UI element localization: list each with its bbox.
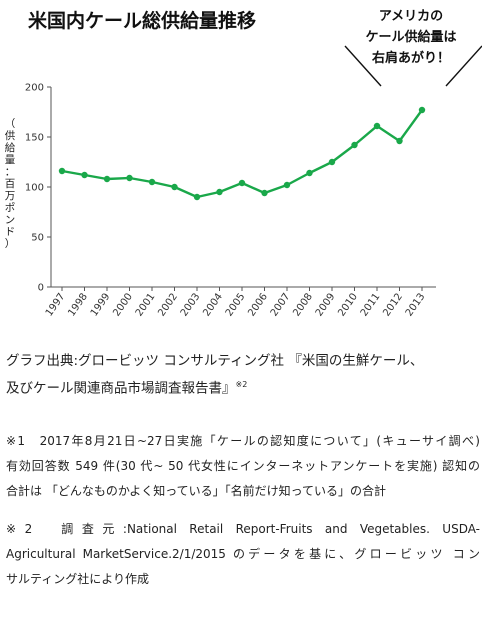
data-point bbox=[351, 141, 358, 149]
data-point bbox=[238, 179, 246, 187]
data-point bbox=[193, 193, 201, 201]
data-point bbox=[306, 169, 313, 177]
x-tick-label: 2008 bbox=[291, 291, 315, 318]
x-tick-label: 2002 bbox=[156, 291, 180, 318]
data-point bbox=[126, 174, 133, 182]
x-tick-label: 2003 bbox=[179, 291, 203, 318]
y-axis-label-char: 給 bbox=[4, 142, 16, 154]
data-point bbox=[148, 178, 156, 186]
x-tick-label: 2005 bbox=[224, 291, 248, 318]
data-point bbox=[373, 122, 381, 130]
x-tick-label: 2000 bbox=[111, 291, 135, 318]
data-point bbox=[396, 137, 403, 145]
footnote-1-line-3: 合計は 「どんなものかよく知っている」「名前だけ知っている」の合計 bbox=[6, 484, 387, 498]
callout-line-3: 右肩あがり！ bbox=[371, 51, 450, 66]
footnote-2: ※2 調査元:National Retail Report-Fruits and… bbox=[6, 517, 480, 592]
callout-line-left bbox=[344, 45, 382, 87]
callout-line-1: アメリカの bbox=[378, 9, 444, 24]
chart-title: 米国内ケール総供給量推移 bbox=[28, 10, 257, 32]
x-tick-label: 1998 bbox=[66, 291, 90, 318]
y-axis-label-char: ： bbox=[4, 166, 16, 178]
x-tick-label: 2001 bbox=[134, 291, 158, 318]
y-tick-label: 0 bbox=[38, 283, 44, 294]
x-tick-label: 2007 bbox=[269, 291, 293, 318]
y-axis-label-char: ン bbox=[4, 214, 16, 226]
footnote-1-line-1: ※1 2017年8月21日~27日実施「ケールの認知度について」(キューサイ調べ… bbox=[6, 434, 480, 448]
y-tick-label: 150 bbox=[25, 133, 44, 144]
data-point bbox=[171, 183, 178, 191]
data-point bbox=[81, 171, 88, 179]
data-point bbox=[103, 175, 111, 183]
data-point bbox=[283, 181, 291, 189]
y-tick-label: 100 bbox=[25, 183, 44, 194]
y-axis-label-char: 百 bbox=[4, 178, 16, 190]
x-tick-label: 2011 bbox=[359, 291, 383, 318]
footnote-2-line-2: Agricultural MarketService.2/1/2015 のデータ… bbox=[6, 547, 480, 561]
y-axis-label-char: ） bbox=[4, 238, 16, 250]
x-tick-label: 2009 bbox=[314, 291, 338, 318]
y-tick-label: 50 bbox=[31, 233, 44, 244]
data-point bbox=[58, 167, 66, 175]
y-axis-label-char: 供 bbox=[4, 130, 16, 142]
footnote-2-line-1: ※2 調査元:National Retail Report-Fruits and… bbox=[6, 522, 480, 536]
y-axis-label-char: ポ bbox=[4, 202, 16, 214]
source-footnote-mark: ※2 bbox=[235, 380, 248, 389]
y-tick-label: 200 bbox=[25, 83, 44, 94]
callout-line-right bbox=[445, 45, 482, 87]
x-tick-label: 1999 bbox=[89, 291, 113, 318]
source-line-2-text: 及びケール関連商品市場調査報告書』 bbox=[6, 380, 236, 397]
data-point bbox=[328, 158, 336, 166]
x-tick-label: 2006 bbox=[246, 291, 270, 318]
x-tick-label: 1997 bbox=[44, 291, 68, 318]
x-tick-label: 2010 bbox=[336, 291, 360, 318]
footnote-1: ※1 2017年8月21日~27日実施「ケールの認知度について」(キューサイ調べ… bbox=[6, 429, 480, 504]
data-point bbox=[216, 188, 223, 196]
y-axis-label: （ 供 給 量 ： 百 万 ポ ン ド ） bbox=[3, 118, 17, 250]
y-axis-label-char: ド bbox=[4, 226, 16, 238]
footnote-1-line-2: 有効回答数 549 件(30 代~ 50 代女性にインターネットアンケートを実施… bbox=[6, 459, 480, 473]
y-axis-label-char: 量 bbox=[4, 154, 16, 166]
x-tick-label: 2004 bbox=[201, 291, 225, 318]
y-axis-label-char: 万 bbox=[4, 190, 16, 202]
callout-line-2: ケール供給量は bbox=[365, 30, 457, 45]
x-tick-label: 2012 bbox=[381, 291, 405, 318]
source-line-2: 及びケール関連商品市場調査報告書』※2 bbox=[6, 373, 480, 401]
x-tick-label: 2013 bbox=[404, 291, 428, 318]
graph-source: グラフ出典:グロービッツ コンサルティング社 『米国の生鮮ケール、 及びケール関… bbox=[6, 349, 480, 401]
callout-annotation: アメリカの ケール供給量は 右肩あがり！ bbox=[340, 6, 482, 69]
data-point bbox=[261, 189, 268, 197]
source-line-1: グラフ出典:グロービッツ コンサルティング社 『米国の生鮮ケール、 bbox=[6, 353, 424, 369]
y-axis-label-char: （ bbox=[4, 118, 16, 130]
footnote-2-line-3: サルティング社により作成 bbox=[6, 572, 150, 586]
data-point bbox=[418, 106, 426, 114]
